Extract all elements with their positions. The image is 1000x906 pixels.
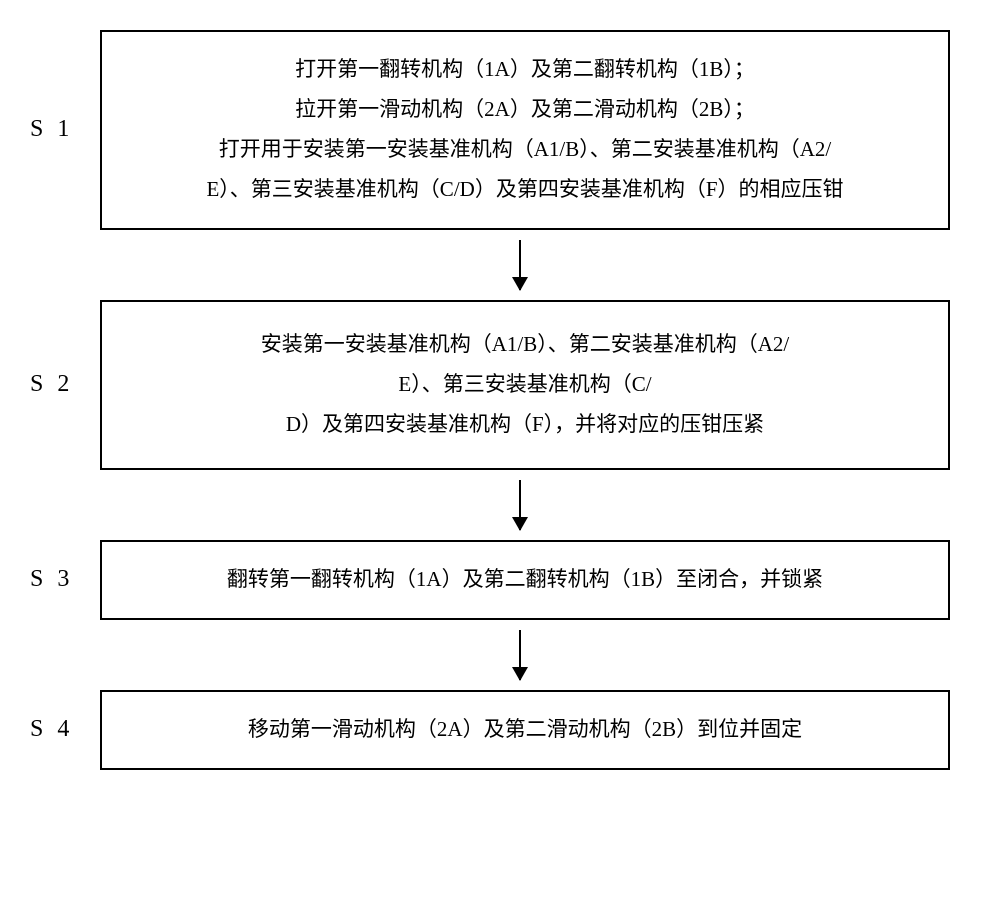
step-row-4: S 4 移动第一滑动机构（2A）及第二滑动机构（2B）到位并固定 bbox=[20, 690, 980, 770]
step-box-3: 翻转第一翻转机构（1A）及第二翻转机构（1B）至闭合，并锁紧 bbox=[100, 540, 950, 620]
arrow-head-2 bbox=[512, 517, 528, 531]
arrow-1 bbox=[20, 230, 980, 300]
arrow-line-1 bbox=[519, 240, 521, 290]
step-2-line-1: 安装第一安装基准机构（A1/B）、第二安装基准机构（A2/ bbox=[122, 325, 928, 365]
step-row-3: S 3 翻转第一翻转机构（1A）及第二翻转机构（1B）至闭合，并锁紧 bbox=[20, 540, 980, 620]
step-box-1: 打开第一翻转机构（1A）及第二翻转机构（1B）； 拉开第一滑动机构（2A）及第二… bbox=[100, 30, 950, 230]
flowchart-container: S 1 打开第一翻转机构（1A）及第二翻转机构（1B）； 拉开第一滑动机构（2A… bbox=[20, 30, 980, 770]
arrow-head-1 bbox=[512, 277, 528, 291]
step-1-line-1: 打开第一翻转机构（1A）及第二翻转机构（1B）； bbox=[122, 50, 928, 90]
step-row-2: S 2 安装第一安装基准机构（A1/B）、第二安装基准机构（A2/ E）、第三安… bbox=[20, 300, 980, 470]
arrow-line-3 bbox=[519, 630, 521, 680]
arrow-line-2 bbox=[519, 480, 521, 530]
step-2-line-2: E）、第三安装基准机构（C/ bbox=[122, 365, 928, 405]
step-label-2: S 2 bbox=[20, 371, 100, 398]
step-label-1: S 1 bbox=[20, 116, 100, 143]
step-box-4: 移动第一滑动机构（2A）及第二滑动机构（2B）到位并固定 bbox=[100, 690, 950, 770]
step-row-1: S 1 打开第一翻转机构（1A）及第二翻转机构（1B）； 拉开第一滑动机构（2A… bbox=[20, 30, 980, 230]
step-2-line-3: D）及第四安装基准机构（F），并将对应的压钳压紧 bbox=[122, 405, 928, 445]
arrow-head-3 bbox=[512, 667, 528, 681]
step-3-line-1: 翻转第一翻转机构（1A）及第二翻转机构（1B）至闭合，并锁紧 bbox=[122, 560, 928, 600]
step-4-line-1: 移动第一滑动机构（2A）及第二滑动机构（2B）到位并固定 bbox=[122, 710, 928, 750]
step-label-3: S 3 bbox=[20, 566, 100, 593]
step-1-line-4: E）、第三安装基准机构（C/D）及第四安装基准机构（F）的相应压钳 bbox=[122, 170, 928, 210]
step-1-line-3: 打开用于安装第一安装基准机构（A1/B）、第二安装基准机构（A2/ bbox=[122, 130, 928, 170]
arrow-2 bbox=[20, 470, 980, 540]
step-label-4: S 4 bbox=[20, 716, 100, 743]
arrow-3 bbox=[20, 620, 980, 690]
step-1-line-2: 拉开第一滑动机构（2A）及第二滑动机构（2B）； bbox=[122, 90, 928, 130]
step-box-2: 安装第一安装基准机构（A1/B）、第二安装基准机构（A2/ E）、第三安装基准机… bbox=[100, 300, 950, 470]
